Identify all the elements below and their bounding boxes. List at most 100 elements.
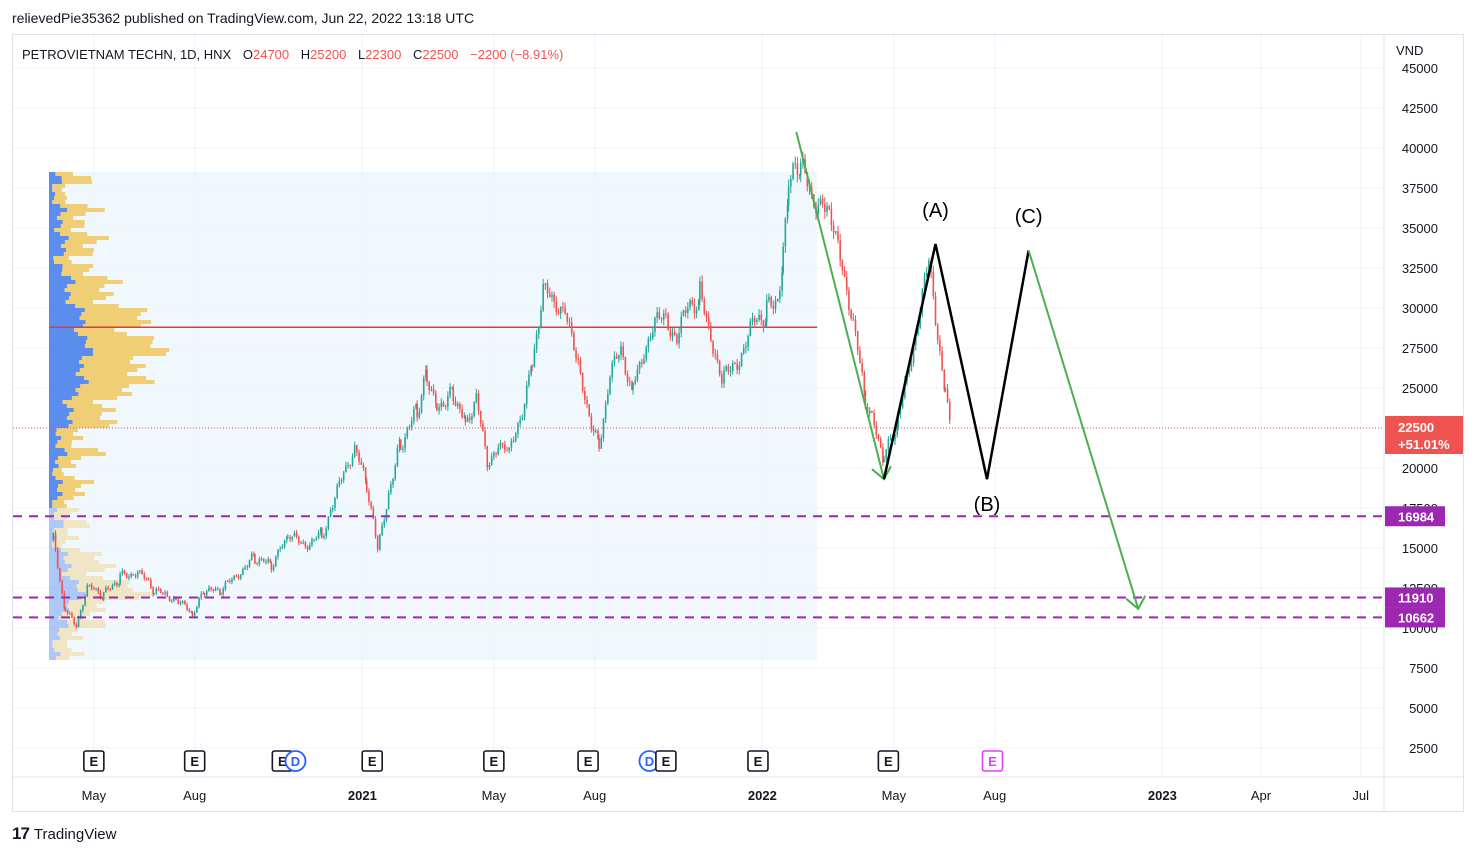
volume-profile-row-up [49, 328, 75, 332]
volume-profile-row-up [49, 368, 80, 372]
candle-body [490, 456, 493, 465]
candle-body [281, 546, 284, 549]
candle-body [856, 331, 859, 351]
volume-profile-row-down [55, 432, 74, 436]
current-price-badge [1385, 416, 1463, 454]
candle-body [181, 601, 184, 603]
candle-body [736, 363, 738, 370]
candle-body [725, 366, 727, 371]
candle-body [449, 386, 451, 396]
earnings-marker-label: E [368, 754, 377, 769]
candle-body [638, 361, 641, 370]
volume-profile-row-up [49, 636, 61, 640]
candle-body [107, 587, 109, 589]
candle-body [615, 356, 618, 359]
level-price-value: 11910 [1398, 590, 1433, 605]
candle-body [917, 327, 919, 335]
candle-body [508, 447, 510, 451]
volume-profile-row-up [49, 568, 68, 572]
candle-body [669, 330, 672, 337]
candle-body [877, 434, 880, 439]
candle-body [311, 539, 313, 546]
volume-profile-row-down [55, 444, 72, 448]
candle-body [347, 464, 349, 466]
candle-body [336, 485, 338, 498]
candle-body [941, 350, 943, 370]
volume-profile-row-down [52, 472, 64, 476]
volume-profile-row-down [61, 176, 92, 180]
candle-body [618, 355, 620, 359]
chart-frame[interactable] [12, 34, 1464, 812]
volume-profile-row-up [49, 316, 80, 320]
candle-body [399, 439, 402, 450]
volume-profile-row-up [49, 240, 65, 244]
price-series [52, 151, 951, 629]
volume-profile-row-up [49, 440, 58, 444]
candle-body [186, 604, 188, 610]
earnings-marker [361, 750, 384, 772]
candle-body [392, 478, 394, 485]
candle-body [173, 598, 175, 601]
candle-body [776, 298, 779, 302]
price-axis-tick: 27500 [1402, 341, 1438, 356]
candle-body [873, 412, 875, 426]
candle-body [790, 179, 792, 187]
candle-body [770, 296, 772, 306]
price-axis: 2500500075001000012500150001750020000250… [1402, 61, 1438, 756]
volume-profile-row-down [52, 540, 66, 544]
candle-body [609, 377, 611, 394]
candle-body [875, 425, 878, 435]
volume-profile-row-down [63, 520, 87, 524]
volume-profile-row-up [49, 372, 76, 376]
current-price-value: 22500 [1398, 420, 1434, 435]
volume-profile-row-up [49, 384, 81, 388]
earnings-marker [183, 750, 206, 772]
candle-body [317, 532, 320, 539]
volume-profile-row-up [49, 580, 79, 584]
volume-profile-row-down [69, 296, 107, 300]
candle-body [600, 438, 603, 449]
candle-body [693, 304, 696, 314]
volume-profile-row-up [49, 232, 61, 236]
volume-profile-row-down [55, 192, 66, 196]
volume-profile-row-down [76, 584, 128, 588]
volume-profile-row-up [49, 208, 68, 212]
earnings-marker-label: E [884, 754, 893, 769]
earnings-marker-label: E [490, 754, 499, 769]
volume-profile-row-up [49, 472, 53, 476]
candle-body [798, 174, 801, 176]
candle-body [837, 231, 839, 241]
candle-body [289, 537, 291, 540]
time-axis-label: Aug [183, 788, 206, 803]
arrowhead [1125, 595, 1147, 611]
candle-body [910, 362, 913, 372]
tradingview-logo[interactable]: 17 TradingView [12, 824, 116, 844]
candle-body [95, 588, 97, 590]
candle-body [514, 433, 517, 441]
candle-body [113, 583, 116, 585]
volume-profile-row-down [85, 320, 151, 324]
candle-body [196, 606, 198, 613]
volume-profile-row-up [49, 492, 63, 496]
volume-profile-row-up [49, 344, 85, 348]
candle-body [285, 537, 288, 541]
candle-body [781, 272, 783, 291]
candle-body [530, 366, 532, 375]
candle-body [570, 322, 573, 334]
candle-body [548, 293, 551, 298]
candle-body [267, 559, 269, 562]
volume-profile-row-up [49, 264, 63, 268]
candle-body [61, 581, 63, 593]
candle-body [680, 316, 683, 334]
candle-body [577, 358, 580, 361]
candle-body [828, 206, 831, 210]
volume-profile-row-down [73, 408, 116, 412]
candle-body [716, 354, 719, 361]
candle-body [200, 593, 203, 598]
candle-body [152, 587, 154, 595]
volume-profile-row-down [87, 336, 154, 340]
volume-profile-row-up [49, 204, 61, 208]
volume-profile-row-down [70, 576, 104, 580]
candle-body [246, 566, 249, 568]
